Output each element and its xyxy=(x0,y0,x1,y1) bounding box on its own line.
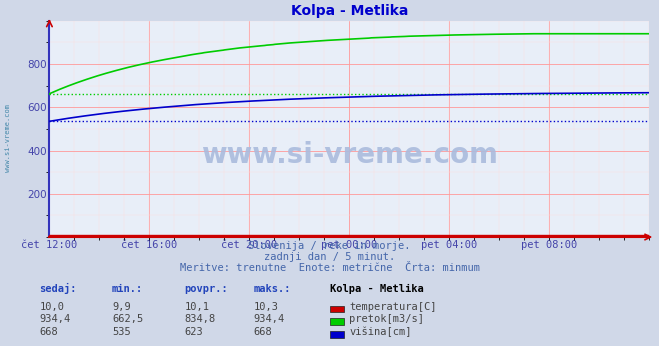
Text: 535: 535 xyxy=(112,327,130,337)
Text: 10,0: 10,0 xyxy=(40,302,65,312)
Text: 668: 668 xyxy=(40,327,58,337)
Text: Meritve: trenutne  Enote: metrične  Črta: minmum: Meritve: trenutne Enote: metrične Črta: … xyxy=(179,263,480,273)
Text: 9,9: 9,9 xyxy=(112,302,130,312)
Text: maks.:: maks.: xyxy=(254,284,291,294)
Text: 934,4: 934,4 xyxy=(254,315,285,325)
Text: temperatura[C]: temperatura[C] xyxy=(349,302,437,312)
Text: povpr.:: povpr.: xyxy=(185,284,228,294)
Text: 934,4: 934,4 xyxy=(40,315,71,325)
Text: zadnji dan / 5 minut.: zadnji dan / 5 minut. xyxy=(264,252,395,262)
Text: Slovenija / reke in morje.: Slovenija / reke in morje. xyxy=(248,241,411,251)
Title: Kolpa - Metlika: Kolpa - Metlika xyxy=(291,4,408,18)
Text: 668: 668 xyxy=(254,327,272,337)
Text: www.si-vreme.com: www.si-vreme.com xyxy=(201,141,498,169)
Text: www.si-vreme.com: www.si-vreme.com xyxy=(5,104,11,172)
Text: 834,8: 834,8 xyxy=(185,315,215,325)
Text: Kolpa - Metlika: Kolpa - Metlika xyxy=(330,284,423,294)
Text: sedaj:: sedaj: xyxy=(40,283,77,294)
Text: 10,3: 10,3 xyxy=(254,302,279,312)
Text: pretok[m3/s]: pretok[m3/s] xyxy=(349,315,424,325)
Text: min.:: min.: xyxy=(112,284,143,294)
Text: višina[cm]: višina[cm] xyxy=(349,327,412,337)
Text: 662,5: 662,5 xyxy=(112,315,143,325)
Text: 10,1: 10,1 xyxy=(185,302,210,312)
Text: 623: 623 xyxy=(185,327,203,337)
